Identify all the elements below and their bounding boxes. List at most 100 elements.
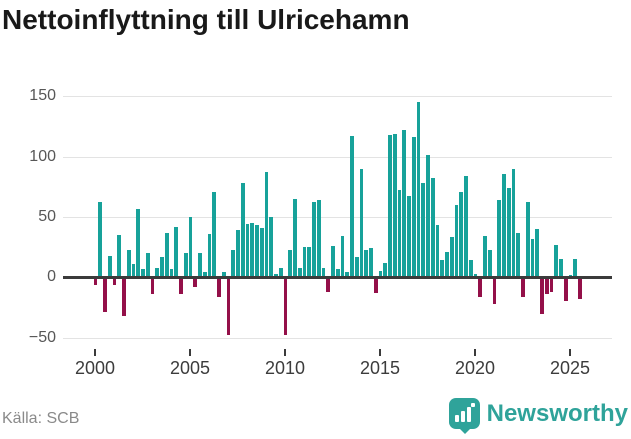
bar — [126, 249, 131, 278]
bar — [369, 248, 373, 278]
badge-dot-icon — [470, 403, 475, 407]
bar — [511, 168, 516, 278]
bar — [525, 202, 530, 278]
bar — [155, 267, 160, 278]
y-axis-label: 0 — [47, 268, 56, 286]
gridline — [63, 217, 612, 218]
bar — [430, 178, 435, 278]
bar — [335, 268, 340, 278]
bar — [93, 277, 98, 285]
bar — [236, 230, 240, 278]
x-axis-label: 2005 — [169, 358, 211, 378]
bar — [388, 134, 392, 278]
bar — [122, 277, 126, 316]
bar — [421, 183, 426, 278]
gridline — [63, 156, 612, 158]
badge-bar-icon — [466, 407, 471, 422]
bar — [392, 133, 397, 278]
bar — [103, 277, 107, 313]
x-axis-tick — [284, 349, 286, 356]
bar — [373, 277, 378, 293]
bar — [107, 255, 112, 278]
y-axis-label: −50 — [28, 328, 56, 346]
bar — [259, 227, 264, 278]
bar — [435, 225, 440, 278]
bar — [316, 200, 321, 278]
chart-title: Nettoinflyttning till Ulricehamn — [2, 4, 410, 35]
bar — [440, 260, 445, 278]
bar — [297, 267, 302, 278]
bar — [426, 155, 430, 278]
bar — [98, 202, 103, 278]
bar — [478, 277, 483, 297]
bar — [378, 271, 383, 278]
bar — [397, 190, 402, 278]
bar — [117, 235, 122, 278]
y-axis-label: 100 — [29, 147, 56, 165]
bar — [521, 277, 525, 297]
newsworthy-logo[interactable]: Newsworthy — [448, 398, 628, 434]
bar — [278, 267, 283, 278]
bar — [169, 268, 174, 278]
bar — [331, 245, 335, 278]
gridline — [63, 96, 612, 98]
bar — [407, 196, 411, 278]
x-axis-label: 2020 — [454, 358, 496, 378]
badge-bar-icon — [460, 411, 465, 422]
bar — [312, 202, 316, 278]
x-axis-tick — [569, 349, 571, 356]
y-axis-label: 50 — [38, 208, 56, 225]
bar — [506, 187, 511, 278]
bar — [321, 267, 326, 278]
x-axis-tick — [94, 349, 96, 356]
bar — [402, 130, 407, 278]
bar — [578, 277, 582, 300]
bar — [288, 249, 293, 278]
x-axis-label: 2025 — [549, 358, 591, 378]
bar — [307, 247, 312, 278]
bar — [293, 198, 297, 278]
bar — [136, 208, 141, 278]
bar — [340, 236, 345, 278]
bar — [554, 244, 559, 278]
bar — [231, 249, 236, 278]
x-axis-label: 2010 — [264, 358, 306, 378]
bar — [359, 168, 364, 278]
bar — [302, 247, 307, 278]
bar — [411, 137, 416, 278]
bar — [563, 277, 568, 302]
bar — [473, 273, 478, 278]
bar — [250, 222, 255, 278]
bar — [364, 249, 369, 278]
bar — [544, 277, 549, 295]
bar — [145, 253, 150, 278]
y-axis-label: 150 — [29, 87, 56, 105]
bar — [174, 226, 179, 278]
bar — [274, 273, 278, 278]
bar — [449, 237, 454, 278]
bar — [540, 277, 544, 314]
newsworthy-badge-icon — [448, 398, 480, 434]
bar — [535, 229, 540, 278]
bar — [345, 272, 350, 278]
bar — [245, 224, 250, 278]
bar — [416, 102, 421, 278]
bar — [487, 249, 492, 278]
x-axis-tick — [474, 349, 476, 356]
bar — [240, 183, 245, 278]
bar — [354, 256, 359, 278]
bar — [559, 259, 563, 278]
bar — [468, 260, 473, 278]
bar — [150, 277, 155, 295]
bar — [492, 277, 497, 304]
bar — [255, 225, 259, 278]
bar — [198, 253, 202, 278]
bar — [516, 232, 521, 278]
bar — [283, 277, 288, 336]
bar — [188, 216, 193, 278]
bar — [193, 277, 198, 287]
bar — [502, 173, 506, 278]
bar — [454, 204, 459, 278]
bar — [269, 216, 274, 278]
